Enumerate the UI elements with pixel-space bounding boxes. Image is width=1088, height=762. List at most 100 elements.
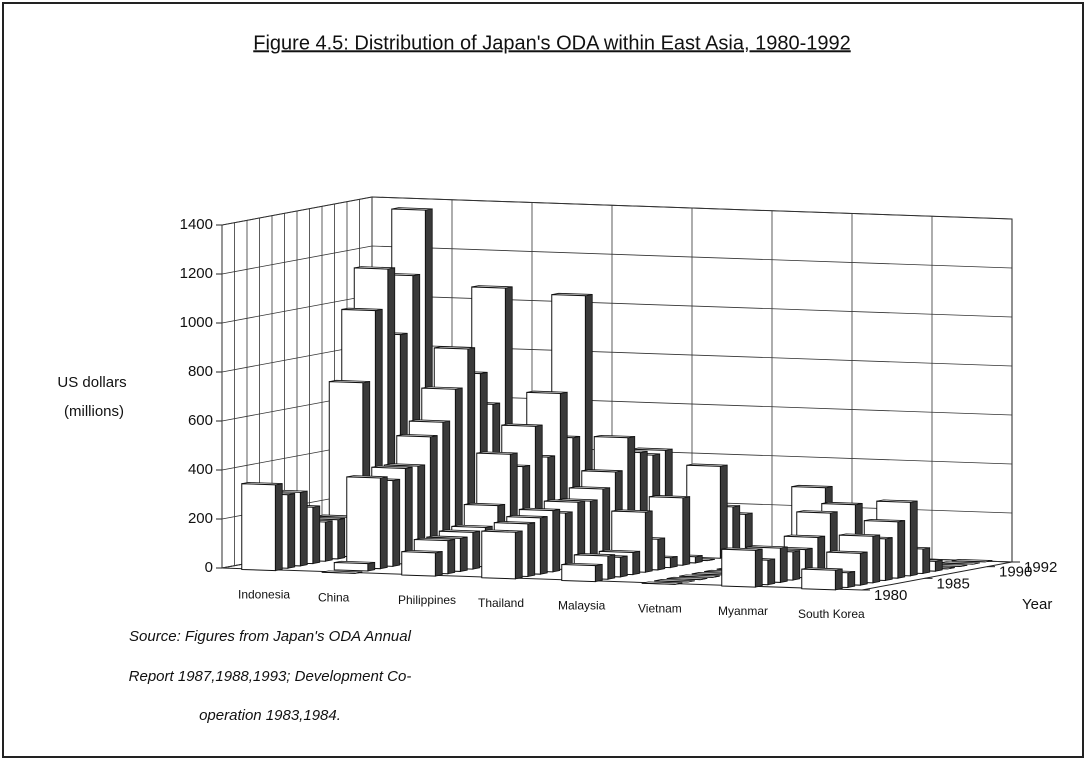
bar-front (641, 582, 676, 585)
bar-side (834, 568, 843, 591)
bar-front (401, 551, 436, 577)
bar-side (312, 505, 321, 565)
bar (333, 560, 376, 572)
bar-side (564, 511, 573, 570)
grid-line (221, 343, 1013, 373)
bar-side (392, 478, 401, 567)
bar (346, 475, 388, 570)
source-note: Report 1987,1988,1993; Development Co- (129, 668, 412, 685)
bar-side (719, 464, 728, 559)
bar (686, 463, 728, 559)
bar-front (654, 580, 688, 583)
y-tick-label: 1400 (180, 216, 213, 233)
y-tick-label: 0 (205, 559, 213, 576)
bar-front (481, 530, 516, 580)
bar-side (859, 551, 868, 586)
bar-side (847, 571, 856, 588)
bar-side (909, 500, 918, 577)
bar-side (682, 496, 691, 566)
chart-title: Figure 4.5: Distribution of Japan's ODA … (253, 32, 850, 54)
bar-side (434, 551, 443, 577)
bar-side (527, 522, 536, 577)
bar (321, 570, 363, 574)
bar-front (561, 563, 596, 583)
bar-side (897, 520, 906, 579)
bar-front (241, 483, 276, 572)
bar-side (287, 492, 296, 569)
bar (641, 581, 683, 585)
bar-side (514, 530, 523, 580)
x-tick-label: Malaysia (558, 599, 606, 613)
bar-side (632, 550, 641, 576)
z-tick-label: 1985 (937, 575, 970, 592)
bar-front (346, 476, 381, 570)
bar (241, 482, 283, 572)
bar-side (552, 508, 561, 573)
bar-side (922, 547, 931, 574)
x-tick-label: Myanmar (718, 604, 768, 618)
bar-side (767, 558, 776, 586)
bar-side (607, 554, 616, 580)
bar-side (657, 537, 666, 571)
bar-side (379, 476, 388, 570)
bar-side (754, 548, 763, 588)
bar-side (404, 466, 413, 565)
y-tick-label: 200 (188, 510, 213, 527)
bar (939, 561, 980, 565)
x-tick-label: Vietnam (638, 601, 682, 615)
bar-side (324, 520, 333, 562)
bar-side (459, 536, 468, 572)
x-tick-label: Indonesia (238, 588, 290, 602)
y-tick-label: 600 (188, 412, 213, 429)
bar-side (669, 556, 678, 569)
bar (654, 579, 695, 583)
bar-side (792, 550, 801, 581)
y-tick-label: 800 (188, 363, 213, 380)
bar-side (872, 534, 881, 584)
z-tick-label: 1980 (874, 587, 907, 604)
y-axis-label: (millions) (64, 403, 124, 420)
y-tick-label: 1200 (180, 265, 213, 282)
grid-line (221, 196, 1013, 226)
bar (481, 529, 523, 580)
source-note: Source: Figures from Japan's ODA Annual (129, 628, 412, 645)
bar-front (939, 562, 973, 565)
bar-front (721, 548, 756, 588)
bar-side (337, 517, 346, 560)
bar-front (333, 561, 369, 572)
bar-front (801, 568, 836, 591)
x-tick-label: South Korea (798, 607, 865, 621)
bar-side (594, 563, 603, 583)
z-axis-label: Year (1022, 596, 1052, 613)
bar (401, 549, 443, 577)
x-tick-label: Philippines (398, 593, 456, 607)
bar-side (299, 490, 308, 567)
bar-front (686, 464, 721, 559)
bar (666, 576, 708, 581)
bar-side (539, 516, 548, 575)
source-note: operation 1983,1984. (199, 707, 341, 724)
bar-side (779, 546, 788, 583)
bar-side (934, 559, 943, 572)
bar-side (472, 530, 481, 570)
bar-front (951, 560, 986, 563)
y-tick-label: 400 (188, 461, 213, 478)
bar (951, 559, 993, 563)
bar-side (274, 483, 283, 572)
y-axis-label: US dollars (57, 374, 126, 391)
bar-side (447, 538, 456, 575)
bar-side (884, 537, 893, 581)
bar-front (321, 571, 356, 574)
z-tick-label: 1990 (999, 564, 1032, 581)
bar-front (666, 578, 701, 581)
z-tick-label: 1992 (1024, 559, 1057, 576)
grid-line (221, 294, 1013, 324)
bar-front (679, 575, 713, 578)
bar (561, 562, 603, 583)
y-tick-label: 1000 (180, 314, 213, 331)
grid-line (221, 245, 1013, 275)
bar (679, 574, 720, 578)
bar (801, 567, 843, 591)
